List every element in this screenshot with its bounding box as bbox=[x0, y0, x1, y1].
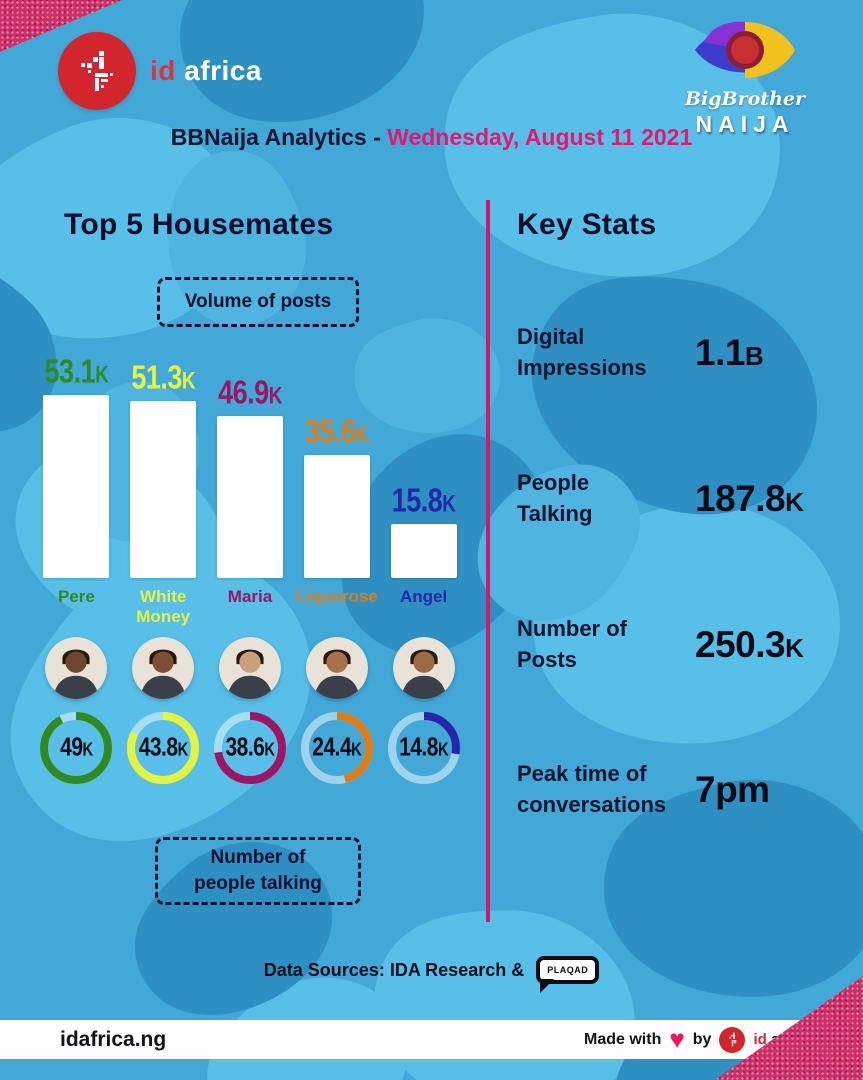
donut-value: 24.4K bbox=[312, 733, 362, 762]
stat-value: 187.8K bbox=[695, 477, 804, 519]
logo-africa: africa bbox=[184, 55, 262, 86]
bbnaija-logo: BigBrother NAIJA bbox=[655, 14, 835, 138]
housemate-column: 15.8K Angel 14.8K bbox=[380, 356, 467, 787]
donut-value: 14.8K bbox=[399, 733, 449, 762]
bar-value-label: 46.9K bbox=[218, 373, 282, 411]
data-sources-line: Data Sources: IDA Research & PLAQAD bbox=[0, 956, 863, 993]
bar bbox=[216, 416, 283, 578]
by-text: by bbox=[692, 1030, 712, 1048]
donut-chart: 43.8K bbox=[124, 709, 202, 787]
avatar bbox=[45, 637, 108, 699]
housemate-column: 46.9K Maria 38.6K bbox=[207, 356, 294, 787]
bar-value-label: 53.1K bbox=[44, 352, 109, 390]
person-icon bbox=[45, 637, 108, 699]
top5-heading: Top 5 Housemates bbox=[64, 208, 334, 241]
housemate-name: Pere bbox=[57, 587, 95, 606]
bar-wrapper: 51.3K bbox=[130, 356, 197, 578]
people-talking-box: Number of people talking bbox=[155, 837, 361, 905]
plaqad-logo: PLAQAD bbox=[536, 956, 600, 993]
stat-row: Number of Posts 250.3K bbox=[517, 614, 847, 676]
housemate-column: 51.3K White Money 43.8K bbox=[120, 356, 207, 787]
donut-value: 49K bbox=[60, 733, 93, 762]
donut-chart: 24.4K bbox=[298, 709, 376, 787]
idafrica-logo-icon bbox=[58, 32, 136, 110]
donut-chart: 14.8K bbox=[385, 709, 463, 787]
page-title: BBNaija Analytics - Wednesday, August 11… bbox=[0, 124, 863, 151]
logo-id: id bbox=[150, 55, 176, 86]
people-talking-label: Number of people talking bbox=[194, 847, 322, 894]
stat-label: People Talking bbox=[517, 470, 593, 526]
key-stats-heading: Key Stats bbox=[517, 208, 657, 241]
donut-chart: 38.6K bbox=[211, 709, 289, 787]
bbnaija-logo-top-text: BigBrother bbox=[685, 88, 805, 110]
housemate-name: Liquorose bbox=[295, 587, 378, 606]
person-icon bbox=[392, 637, 455, 699]
bar-wrapper: 15.8K bbox=[390, 356, 457, 578]
housemate-column: 53.1K Pere 49K bbox=[33, 352, 120, 787]
donut-value: 43.8K bbox=[138, 733, 188, 762]
volume-of-posts-label: Volume of posts bbox=[184, 291, 332, 313]
bar-chart: 53.1K Pere 49K 51.3K White Money bbox=[33, 352, 467, 787]
avatar bbox=[132, 637, 195, 699]
data-sources-text: Data Sources: IDA Research & bbox=[263, 959, 525, 980]
heart-icon: ♥ bbox=[669, 1023, 685, 1054]
keystats-divider bbox=[486, 200, 490, 922]
footer-bar: idafrica.ng Made with ♥ by id africa bbox=[0, 1020, 863, 1059]
bar-value-label: 15.8K bbox=[391, 481, 456, 519]
bar bbox=[43, 395, 110, 578]
bar bbox=[303, 455, 370, 578]
housemate-name: Maria bbox=[227, 587, 273, 606]
person-icon bbox=[305, 637, 368, 699]
stat-value: 1.1B bbox=[695, 331, 764, 373]
housemate-name: White Money bbox=[136, 587, 191, 626]
stat-row: Digital Impressions 1.1B bbox=[517, 322, 847, 384]
person-icon bbox=[218, 637, 281, 699]
stat-value: 7pm bbox=[695, 768, 770, 810]
volume-of-posts-box: Volume of posts bbox=[157, 277, 359, 327]
title-prefix: BBNaija Analytics - bbox=[170, 124, 388, 150]
title-date: Wednesday, August 11 2021 bbox=[387, 124, 693, 150]
stat-row: Peak time of conversations 7pm bbox=[517, 759, 847, 821]
website-text: idafrica.ng bbox=[60, 1027, 167, 1051]
pixel-arrow-icon bbox=[81, 51, 113, 91]
bar-wrapper: 53.1K bbox=[43, 352, 110, 578]
key-stats-panel: Key Stats Digital Impressions 1.1B Peopl… bbox=[517, 208, 847, 868]
bar-value-label: 51.3K bbox=[131, 358, 196, 396]
made-with-text: Made with bbox=[584, 1030, 662, 1048]
donut-chart: 49K bbox=[37, 709, 115, 787]
bar-wrapper: 35.6K bbox=[303, 356, 370, 578]
stat-value: 250.3K bbox=[695, 623, 804, 665]
avatar bbox=[218, 637, 281, 699]
stat-row: People Talking 187.8K bbox=[517, 468, 847, 530]
idafrica-logo: id africa bbox=[58, 32, 262, 110]
bar-wrapper: 46.9K bbox=[216, 356, 283, 578]
idafrica-mini-logo-icon bbox=[719, 1026, 746, 1053]
bar bbox=[130, 401, 197, 578]
bar bbox=[390, 524, 457, 578]
bar-value-label: 35.6K bbox=[304, 412, 369, 450]
bbnaija-eye-icon bbox=[695, 21, 795, 78]
avatar bbox=[305, 637, 368, 699]
idafrica-logo-text: id africa bbox=[150, 55, 262, 87]
housemate-name: Angel bbox=[399, 587, 448, 606]
bbnaija-logo-bottom-text: NAIJA bbox=[695, 111, 795, 137]
donut-value: 38.6K bbox=[225, 733, 275, 762]
avatar bbox=[392, 637, 455, 699]
housemate-column: 35.6K Liquorose 24.4K bbox=[293, 356, 380, 787]
plaqad-label: PLAQAD bbox=[547, 965, 589, 975]
stat-label: Digital Impressions bbox=[517, 324, 647, 380]
stat-label: Number of Posts bbox=[517, 616, 627, 672]
person-icon bbox=[132, 637, 195, 699]
stat-label: Peak time of conversations bbox=[517, 761, 667, 817]
